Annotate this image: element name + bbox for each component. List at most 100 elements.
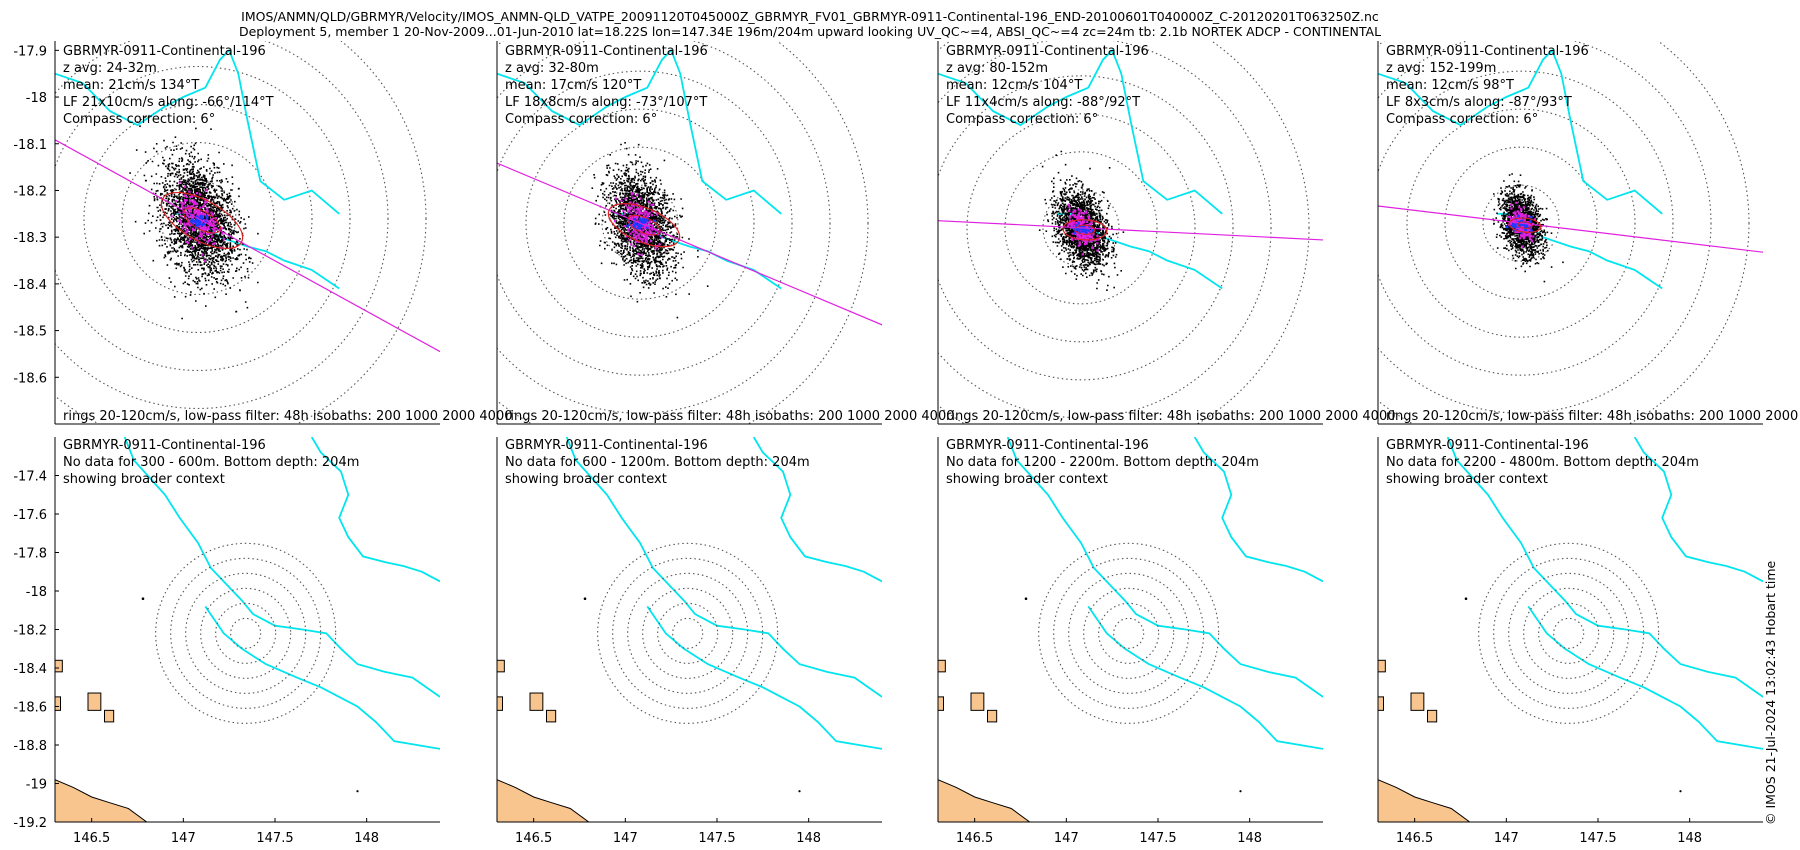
bottom-panel-1: 146.5 147 147.5 148 GBRMYR-0911-Continental-… bbox=[13, 437, 440, 846]
island-shape bbox=[987, 709, 998, 723]
figure-title-line1: IMOS/ANMN/QLD/GBRMYR/Velocity/IMOS_ANMN-… bbox=[241, 9, 1379, 24]
top-annotation-line: mean: 12cm/s 98°T bbox=[1386, 78, 1514, 93]
y-tick-label: -18.5 bbox=[13, 325, 47, 340]
velocity-ring bbox=[170, 557, 322, 709]
y-tick-label: -18 bbox=[26, 585, 47, 600]
x-tick-label: 147 bbox=[171, 831, 196, 846]
isobath-line bbox=[565, 437, 882, 698]
top-annotation-line: Compass correction: 6° bbox=[505, 112, 657, 127]
top-plot-area-4 bbox=[1378, 41, 1763, 424]
x-tick-label: 146.5 bbox=[1396, 831, 1433, 846]
bottom-map-area-2 bbox=[497, 437, 882, 822]
velocity-ring bbox=[497, 41, 869, 424]
velocity-ring bbox=[55, 65, 351, 371]
variance-ellipse bbox=[1062, 219, 1108, 241]
isobath-line bbox=[204, 605, 440, 750]
velocity-ring bbox=[1378, 41, 1750, 424]
velocity-ring bbox=[1508, 572, 1630, 694]
mean-velocity-marker bbox=[189, 213, 209, 229]
x-tick-label: 147.5 bbox=[256, 831, 293, 846]
rings-footer-text: rings 20-120cm/s, low-pass filter: 48h i… bbox=[1386, 409, 1800, 424]
bottom-map-area-3 bbox=[938, 437, 1323, 822]
variance-ellipse-inner bbox=[1517, 221, 1533, 229]
bottom-panel-4: 146.5 147 147.5 148 GBRMYR-0911-Continental-… bbox=[1377, 437, 1763, 846]
island-shape bbox=[970, 692, 985, 711]
velocity-ring bbox=[672, 617, 704, 649]
rings-footer-text: rings 20-120cm/s, low-pass filter: 48h i… bbox=[505, 409, 955, 424]
x-tick-label: 147.5 bbox=[698, 831, 735, 846]
isobath-line bbox=[646, 605, 882, 750]
island-shape bbox=[104, 709, 115, 723]
x-tick-label: 148 bbox=[1237, 831, 1262, 846]
land-polygon bbox=[55, 779, 148, 822]
isobath-line bbox=[1087, 605, 1323, 750]
x-tick-label: 148 bbox=[354, 831, 379, 846]
top-annotation-line: z avg: 32-80m bbox=[505, 61, 599, 76]
reef-dot bbox=[1239, 790, 1242, 793]
isobath-line bbox=[310, 437, 440, 583]
reef-dot bbox=[798, 790, 801, 793]
velocity-ring bbox=[1378, 41, 1712, 414]
y-tick-label: -18.3 bbox=[13, 231, 47, 246]
y-tick-label: -18.6 bbox=[13, 371, 47, 386]
rings-footer-text: rings 20-120cm/s, low-pass filter: 48h i… bbox=[946, 409, 1396, 424]
figure-title-line2: Deployment 5, member 1 20-Nov-2009...01-… bbox=[238, 24, 1382, 39]
x-tick-label: 148 bbox=[796, 831, 821, 846]
velocity-ring bbox=[597, 542, 779, 724]
variance-ellipse bbox=[1508, 217, 1542, 233]
island-shape bbox=[938, 659, 946, 673]
velocity-ring bbox=[1523, 587, 1615, 679]
bottom-annotation-line: GBRMYR-0911-Continental-196 bbox=[946, 438, 1149, 453]
top-annotation-line: Compass correction: 6° bbox=[1386, 112, 1538, 127]
principal-axis-line bbox=[497, 162, 882, 326]
velocity-ring bbox=[938, 75, 1234, 381]
y-tick-label: -17.4 bbox=[13, 470, 47, 485]
velocity-ring bbox=[938, 41, 1310, 424]
velocity-ring bbox=[83, 103, 313, 334]
velocity-ring bbox=[1478, 542, 1660, 724]
island-shape bbox=[497, 659, 505, 673]
velocity-ring bbox=[1553, 617, 1585, 649]
velocity-ring bbox=[966, 113, 1196, 343]
variance-ellipse-inner bbox=[183, 207, 221, 234]
top-annotation-line: GBRMYR-0911-Continental-196 bbox=[1386, 44, 1589, 59]
y-tick-label: -19 bbox=[26, 778, 47, 793]
bottom-annotation-line: showing broader context bbox=[946, 472, 1108, 487]
velocity-ring bbox=[1444, 146, 1598, 300]
island-shape bbox=[87, 692, 102, 711]
velocity-ring bbox=[563, 146, 717, 300]
velocity-ring bbox=[1113, 617, 1145, 649]
island-shape bbox=[1427, 709, 1438, 723]
velocity-ring bbox=[55, 41, 427, 424]
velocity-ring bbox=[1378, 70, 1674, 376]
velocity-ring bbox=[121, 141, 275, 296]
velocity-ring bbox=[200, 587, 292, 679]
y-tick-label: -17.8 bbox=[13, 547, 47, 562]
velocity-scatter-points bbox=[1038, 150, 1125, 291]
x-tick-label: 146.5 bbox=[73, 831, 110, 846]
y-tick-label: -18.8 bbox=[13, 739, 47, 754]
top-annotation-line: LF 21x10cm/s along: -66°/114°T bbox=[63, 95, 274, 110]
top-annotation-line: mean: 21cm/s 134°T bbox=[63, 78, 199, 93]
top-annotation-line: Compass correction: 6° bbox=[63, 112, 215, 127]
bottom-annotation-line: showing broader context bbox=[63, 472, 225, 487]
isobath-line bbox=[1006, 437, 1323, 698]
top-annotation-line: GBRMYR-0911-Continental-196 bbox=[946, 44, 1149, 59]
velocity-ring bbox=[642, 587, 734, 679]
top-panel-4: GBRMYR-0911-Continental-196 z avg: 152-19… bbox=[1377, 41, 1800, 425]
velocity-ring bbox=[1068, 572, 1190, 694]
island-shape bbox=[1378, 696, 1384, 711]
bottom-annotation-line: No data for 2200 - 4800m. Bottom depth: … bbox=[1386, 455, 1699, 470]
top-annotation-line: z avg: 152-199m bbox=[1386, 61, 1496, 76]
y-tick-label: -17.9 bbox=[13, 44, 47, 59]
bottom-annotation-line: No data for 300 - 600m. Bottom depth: 20… bbox=[63, 455, 359, 470]
velocity-ring bbox=[612, 557, 764, 709]
x-tick-label: 147 bbox=[1054, 831, 1079, 846]
reef-dot bbox=[1464, 597, 1468, 600]
velocity-ring bbox=[657, 602, 719, 664]
velocity-ring bbox=[1482, 184, 1560, 262]
y-tick-label: -18.4 bbox=[13, 662, 47, 677]
velocity-ring bbox=[185, 572, 307, 694]
velocity-ring bbox=[1538, 602, 1600, 664]
variance-ellipse bbox=[607, 203, 681, 248]
